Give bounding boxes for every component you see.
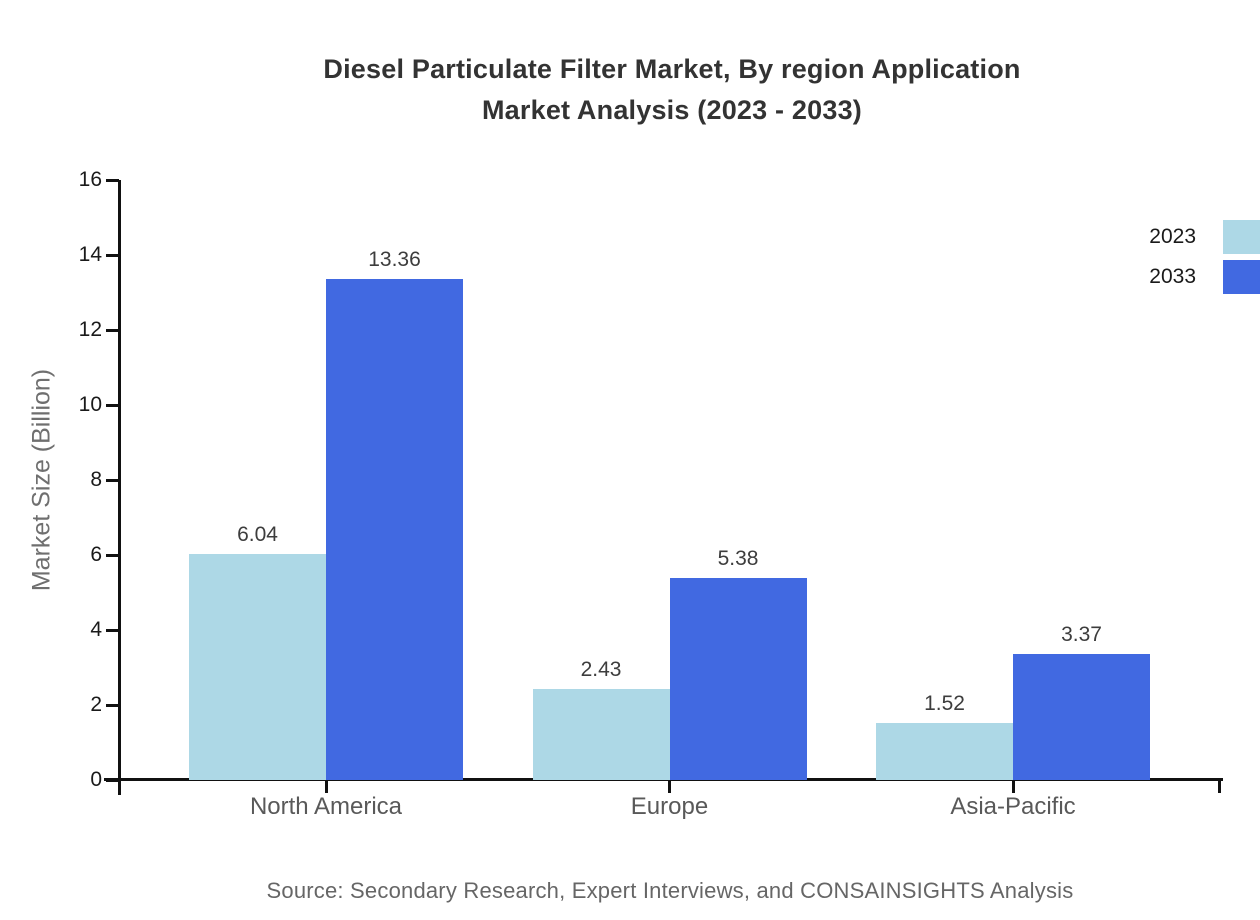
- legend-swatch-2033: [1223, 260, 1260, 294]
- bar-2023-asia-pacific: [876, 723, 1013, 780]
- x-axis-tick: [324, 780, 328, 793]
- value-label-2033-north-america: 13.36: [368, 248, 421, 271]
- source-note: Source: Secondary Research, Expert Inter…: [266, 878, 1074, 903]
- y-tick-label: 12: [78, 318, 102, 341]
- y-tick-label: 0: [90, 768, 102, 791]
- y-tick-label: 10: [78, 393, 102, 416]
- y-axis-tick: [106, 628, 119, 632]
- y-tick-label: 4: [90, 618, 102, 641]
- x-category-label-asia-pacific: Asia-Pacific: [950, 793, 1076, 820]
- x-category-label-europe: Europe: [630, 793, 709, 820]
- value-label-2033-europe: 5.38: [717, 547, 759, 571]
- chart-title: Diesel Particulate Filter Market, By reg…: [122, 49, 1222, 131]
- x-axis-tick: [668, 780, 671, 793]
- y-tick-label: 16: [78, 168, 102, 191]
- legend-label-2033: 2033: [1149, 265, 1196, 288]
- bar-2033-asia-pacific: [1013, 653, 1150, 780]
- y-axis-line: [118, 180, 121, 795]
- value-label-2023-north-america: 6.04: [237, 522, 278, 546]
- y-axis-tick: [106, 403, 119, 407]
- y-tick-label: 6: [90, 543, 102, 566]
- y-axis-tick: [106, 253, 119, 257]
- bar-2033-north-america: [326, 279, 463, 780]
- bar-2023-europe: [532, 688, 670, 780]
- value-label-2023-asia-pacific: 1.52: [924, 692, 965, 715]
- y-tick-label: 14: [78, 243, 102, 266]
- x-axis-tick: [1011, 780, 1015, 793]
- chart-title-line2: Market Analysis (2023 - 2033): [481, 95, 862, 125]
- y-axis-tick: [106, 778, 119, 782]
- value-label-2033-asia-pacific: 3.37: [1061, 622, 1102, 646]
- y-tick-label: 2: [90, 693, 102, 716]
- bar-2033-europe: [669, 578, 807, 780]
- chart-title-line1: Diesel Particulate Filter Market, By reg…: [323, 54, 1021, 84]
- y-axis-tick: [106, 328, 119, 332]
- x-axis-tick: [1218, 780, 1221, 793]
- legend-label-2023: 2023: [1149, 225, 1196, 248]
- x-category-label-north-america: North America: [249, 793, 403, 820]
- y-axis-tick: [106, 703, 119, 707]
- y-axis-tick: [106, 478, 119, 482]
- y-axis-tick: [106, 178, 119, 182]
- y-tick-label: 8: [90, 468, 102, 491]
- bar-2023-north-america: [189, 553, 326, 780]
- y-axis-tick: [106, 553, 119, 557]
- value-label-2023-europe: 2.43: [580, 657, 622, 681]
- legend-swatch-2023: [1223, 220, 1260, 254]
